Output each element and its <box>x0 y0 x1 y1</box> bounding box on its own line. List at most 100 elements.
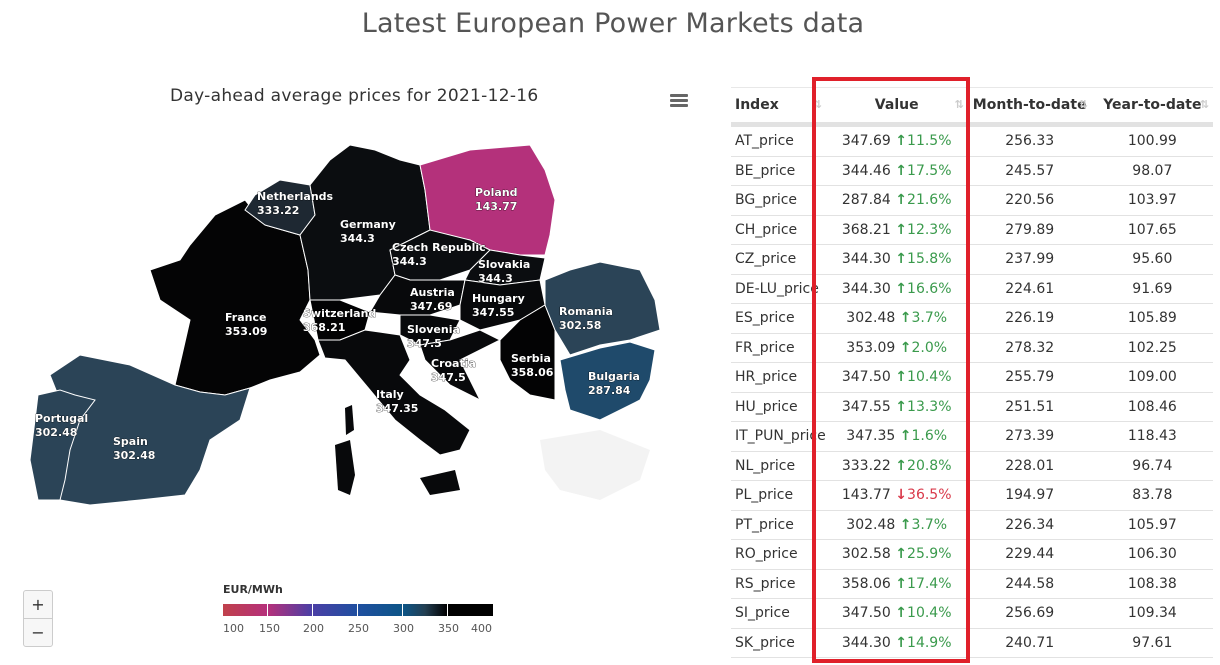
label-portugal: Portugal 302.48 <box>35 412 88 439</box>
cell-index: SK_price <box>731 628 826 658</box>
sort-icon[interactable]: ⇅ <box>1199 98 1209 111</box>
legend-tick: 400 <box>471 622 492 635</box>
cell-year-to-date: 98.07 <box>1091 156 1213 186</box>
table-row: RO_price 302.58 ↑25.9% 229.44 106.30 <box>731 539 1213 570</box>
label-romania: Romania 302.58 <box>559 305 613 332</box>
cell-month-to-date: 256.33 <box>967 124 1092 157</box>
cell-value: 347.50 ↑10.4% <box>825 362 968 393</box>
sort-icon[interactable]: ⇅ <box>812 98 822 111</box>
legend-tick: 150 <box>259 622 280 635</box>
zoom-in-button[interactable]: + <box>31 595 45 614</box>
label-italy: Italy 347.35 <box>376 388 418 415</box>
table-row: HR_price 347.50 ↑10.4% 255.79 109.00 <box>731 362 1213 393</box>
change-badge: ↑14.9% <box>895 634 952 651</box>
table-row: PT_price 302.48 ↑3.7% 226.34 105.97 <box>731 510 1213 540</box>
zoom-out-button[interactable]: − <box>24 618 52 646</box>
cell-index: NL_price <box>731 451 826 481</box>
label-hungary: Hungary 347.55 <box>472 292 525 319</box>
cell-year-to-date: 83.78 <box>1091 480 1213 511</box>
cell-month-to-date: 240.71 <box>967 628 1092 658</box>
arrow-up-icon: ↑ <box>895 133 908 150</box>
arrow-down-icon: ↓ <box>895 487 908 504</box>
cell-year-to-date: 95.60 <box>1091 244 1213 275</box>
arrow-up-icon: ↑ <box>895 280 908 297</box>
arrow-up-icon: ↑ <box>895 162 908 179</box>
header-value[interactable]: Value ⇅ <box>825 87 968 127</box>
change-badge: ↑11.5% <box>895 133 952 150</box>
label-slovenia: Slovenia 347.5 <box>407 323 460 350</box>
arrow-up-icon: ↑ <box>895 546 908 563</box>
label-serbia: Serbia 358.06 <box>511 352 554 379</box>
legend-tick: 200 <box>303 622 324 635</box>
cell-index: RO_price <box>731 539 826 570</box>
country-italy[interactable] <box>317 329 471 456</box>
legend-ticks: 100 150 200 250 300 350 400 <box>223 622 503 636</box>
sort-icon[interactable]: ⇅ <box>954 98 964 111</box>
change-badge: ↑13.3% <box>895 398 952 415</box>
table-row: RS_price 358.06 ↑17.4% 244.58 108.38 <box>731 569 1213 599</box>
cell-index: DE-LU_price <box>731 274 826 304</box>
header-month-to-date[interactable]: Month-to-date ⇅ <box>967 87 1092 127</box>
change-badge: ↑3.7% <box>899 310 948 327</box>
cell-index: ES_price <box>731 303 826 334</box>
label-switzerland: Switzerland 368.21 <box>303 307 376 334</box>
cell-value: 347.55 ↑13.3% <box>825 392 968 422</box>
cell-index: SI_price <box>731 598 826 629</box>
cell-month-to-date: 226.19 <box>967 303 1092 334</box>
cell-month-to-date: 279.89 <box>967 215 1092 245</box>
cell-value: 287.84 ↑21.6% <box>825 185 968 216</box>
cell-index: HU_price <box>731 392 826 422</box>
arrow-up-icon: ↑ <box>895 369 908 386</box>
label-austria: Austria 347.69 <box>410 286 455 313</box>
country-croatia[interactable] <box>419 329 502 402</box>
change-badge: ↑10.4% <box>895 369 952 386</box>
label-czech: Czech Republic 344.3 <box>392 241 486 268</box>
cell-month-to-date: 255.79 <box>967 362 1092 393</box>
table-header-row: Index ⇅ Value ⇅ Month-to-date ⇅ Year-to-dat… <box>731 87 1213 127</box>
table-row: HU_price 347.55 ↑13.3% 251.51 108.46 <box>731 392 1213 422</box>
table-row: SK_price 344.30 ↑14.9% 240.71 97.61 <box>731 628 1213 658</box>
country-romania[interactable] <box>544 261 661 356</box>
prices-table: Index ⇅ Value ⇅ Month-to-date ⇅ Year-to-dat… <box>731 87 1213 658</box>
country-serbia[interactable] <box>499 304 556 401</box>
cell-index: HR_price <box>731 362 826 393</box>
zoom-controls: + − <box>23 590 53 647</box>
header-index[interactable]: Index ⇅ <box>731 87 826 127</box>
table-row: SI_price 347.50 ↑10.4% 256.69 109.34 <box>731 598 1213 629</box>
cell-index: PT_price <box>731 510 826 540</box>
arrow-up-icon: ↑ <box>899 428 912 445</box>
cell-index: BE_price <box>731 156 826 186</box>
cell-month-to-date: 229.44 <box>967 539 1092 570</box>
cell-month-to-date: 237.99 <box>967 244 1092 275</box>
cell-index: PL_price <box>731 480 826 511</box>
label-netherlands: Netherlands 333.22 <box>257 190 334 217</box>
cell-year-to-date: 105.89 <box>1091 303 1213 334</box>
cell-year-to-date: 108.46 <box>1091 392 1213 422</box>
sort-icon[interactable]: ⇅ <box>1078 98 1088 111</box>
header-year-to-date[interactable]: Year-to-date ⇅ <box>1091 87 1213 127</box>
cell-index: RS_price <box>731 569 826 599</box>
legend-tick: 250 <box>348 622 369 635</box>
cell-index: CZ_price <box>731 244 826 275</box>
arrow-up-icon: ↑ <box>899 516 912 533</box>
change-badge: ↑3.7% <box>899 516 948 533</box>
arrow-up-icon: ↑ <box>899 339 912 356</box>
cell-value: 347.50 ↑10.4% <box>825 598 968 629</box>
cell-year-to-date: 108.38 <box>1091 569 1213 599</box>
country-portugal[interactable] <box>29 389 96 501</box>
legend-tick: 100 <box>223 622 244 635</box>
cell-value: 347.35 ↑1.6% <box>825 421 968 452</box>
cell-year-to-date: 106.30 <box>1091 539 1213 570</box>
change-badge: ↑16.6% <box>895 280 952 297</box>
change-badge: ↑20.8% <box>895 457 952 474</box>
country-bulgaria[interactable] <box>559 341 656 421</box>
cell-year-to-date: 91.69 <box>1091 274 1213 304</box>
legend-title: EUR/MWh <box>223 583 283 596</box>
cell-month-to-date: 251.51 <box>967 392 1092 422</box>
table-row: CZ_price 344.30 ↑15.8% 237.99 95.60 <box>731 244 1213 275</box>
cell-year-to-date: 118.43 <box>1091 421 1213 452</box>
hamburger-menu-icon[interactable] <box>670 94 688 108</box>
table-row: BE_price 344.46 ↑17.5% 245.57 98.07 <box>731 156 1213 186</box>
europe-map: Netherlands 333.22 Germany 344.3 Poland 143… <box>29 144 661 506</box>
table-row: BG_price 287.84 ↑21.6% 220.56 103.97 <box>731 185 1213 216</box>
